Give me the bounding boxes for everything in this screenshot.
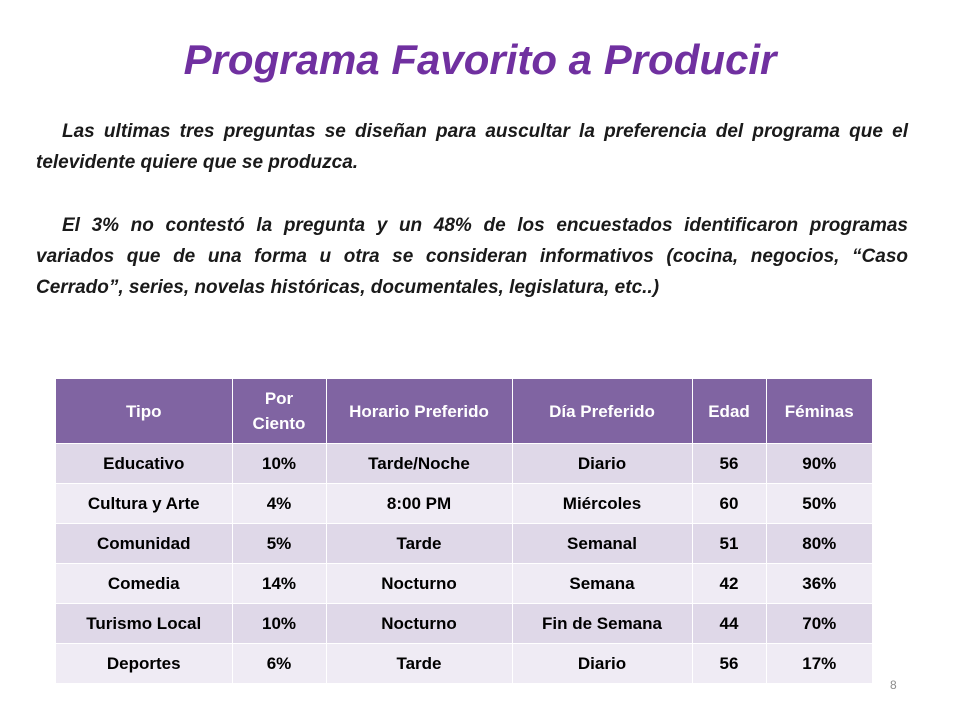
- cell-dia: Miércoles: [512, 483, 693, 524]
- header-horario-preferido: Horario Preferido: [326, 379, 513, 444]
- table-header-row: Tipo Por Ciento Horario Preferido Día Pr…: [56, 379, 872, 444]
- header-feminas: Féminas: [766, 379, 872, 444]
- program-preference-table: Tipo Por Ciento Horario Preferido Día Pr…: [56, 379, 872, 683]
- cell-edad: 42: [692, 563, 767, 604]
- table-row: Turismo Local 10% Nocturno Fin de Semana…: [56, 603, 872, 644]
- cell-edad: 44: [692, 603, 767, 644]
- cell-horario: Tarde/Noche: [326, 443, 513, 484]
- cell-por-ciento: 4%: [232, 483, 327, 524]
- page-title: Programa Favorito a Producir: [183, 36, 777, 83]
- table-row: Deportes 6% Tarde Diario 56 17%: [56, 643, 872, 683]
- cell-por-ciento: 10%: [232, 443, 327, 484]
- header-dia-preferido: Día Preferido: [512, 379, 693, 444]
- cell-dia: Fin de Semana: [512, 603, 693, 644]
- cell-dia: Semana: [512, 563, 693, 604]
- table-row: Cultura y Arte 4% 8:00 PM Miércoles 60 5…: [56, 483, 872, 524]
- table-row: Educativo 10% Tarde/Noche Diario 56 90%: [56, 443, 872, 484]
- cell-feminas: 90%: [766, 443, 872, 484]
- cell-tipo: Comedia: [56, 563, 233, 604]
- cell-tipo: Deportes: [56, 643, 233, 683]
- cell-horario: Nocturno: [326, 563, 513, 604]
- cell-dia: Diario: [512, 643, 693, 683]
- cell-tipo: Turismo Local: [56, 603, 233, 644]
- table-row: Comedia 14% Nocturno Semana 42 36%: [56, 563, 872, 604]
- summary-paragraph: El 3% no contestó la pregunta y un 48% d…: [36, 215, 908, 298]
- cell-por-ciento: 6%: [232, 643, 327, 683]
- cell-horario: Tarde: [326, 523, 513, 564]
- cell-tipo: Educativo: [56, 443, 233, 484]
- cell-feminas: 50%: [766, 483, 872, 524]
- cell-feminas: 17%: [766, 643, 872, 683]
- page-number: 8: [890, 678, 897, 692]
- table-row: Comunidad 5% Tarde Semanal 51 80%: [56, 523, 872, 564]
- cell-por-ciento: 10%: [232, 603, 327, 644]
- cell-feminas: 70%: [766, 603, 872, 644]
- cell-horario: 8:00 PM: [326, 483, 513, 524]
- cell-edad: 51: [692, 523, 767, 564]
- cell-edad: 56: [692, 643, 767, 683]
- cell-dia: Semanal: [512, 523, 693, 564]
- header-por-ciento: Por Ciento: [232, 379, 327, 444]
- cell-dia: Diario: [512, 443, 693, 484]
- cell-tipo: Cultura y Arte: [56, 483, 233, 524]
- cell-por-ciento: 14%: [232, 563, 327, 604]
- cell-edad: 60: [692, 483, 767, 524]
- cell-horario: Tarde: [326, 643, 513, 683]
- cell-feminas: 80%: [766, 523, 872, 564]
- cell-por-ciento: 5%: [232, 523, 327, 564]
- cell-horario: Nocturno: [326, 603, 513, 644]
- cell-feminas: 36%: [766, 563, 872, 604]
- intro-paragraph: Las ultimas tres preguntas se diseñan pa…: [36, 121, 908, 173]
- cell-tipo: Comunidad: [56, 523, 233, 564]
- header-edad: Edad: [692, 379, 767, 444]
- cell-edad: 56: [692, 443, 767, 484]
- header-tipo: Tipo: [56, 379, 233, 444]
